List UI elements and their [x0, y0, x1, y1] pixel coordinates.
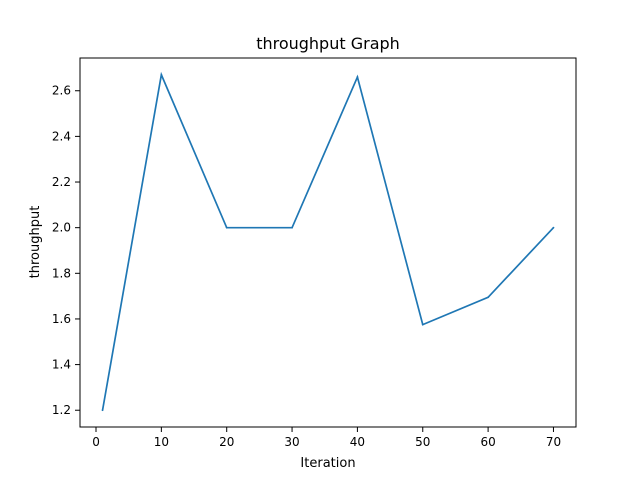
data-point [225, 226, 228, 229]
y-axis: 1.2 1.4 1.6 1.8 2.0 2.2 2.4 2.6 [52, 84, 80, 417]
data-point [487, 296, 490, 299]
y-axis-label: throughput [28, 206, 43, 279]
x-tick-label: 70 [546, 435, 561, 449]
y-tick-label: 2.4 [52, 129, 71, 143]
y-tick-label: 1.4 [52, 358, 71, 372]
series-line [101, 71, 555, 411]
plot-area: 0 10 20 30 40 50 60 70 1.2 1.4 1.6 1.8 2.0 2.2 2.4 2.6 [52, 57, 577, 449]
data-point [356, 76, 359, 78]
x-tick-label: 20 [219, 435, 234, 449]
y-tick-label: 1.8 [52, 266, 71, 280]
data-point [291, 226, 293, 229]
x-axis: 0 10 20 30 40 50 60 70 [92, 427, 561, 449]
x-tick-label: 0 [92, 435, 100, 449]
data-point [552, 226, 555, 229]
series-layer [101, 71, 555, 412]
x-tick-label: 30 [284, 435, 299, 449]
y-tick-label: 1.6 [52, 312, 71, 326]
y-tick-label: 2.6 [52, 84, 71, 98]
chart-title: throughput Graph [256, 34, 400, 53]
y-tick-label: 2.2 [52, 175, 71, 189]
data-point [101, 409, 104, 412]
x-tick-label: 40 [350, 435, 365, 449]
x-axis-label: Iteration [300, 456, 355, 471]
y-tick-label: 2.0 [52, 221, 71, 235]
data-point [421, 323, 424, 326]
x-tick-label: 60 [480, 435, 495, 449]
data-point [160, 73, 163, 76]
plot-frame [79, 57, 577, 428]
x-tick-label: 10 [154, 435, 169, 449]
x-tick-label: 50 [415, 435, 430, 449]
y-tick-label: 1.2 [52, 403, 71, 417]
